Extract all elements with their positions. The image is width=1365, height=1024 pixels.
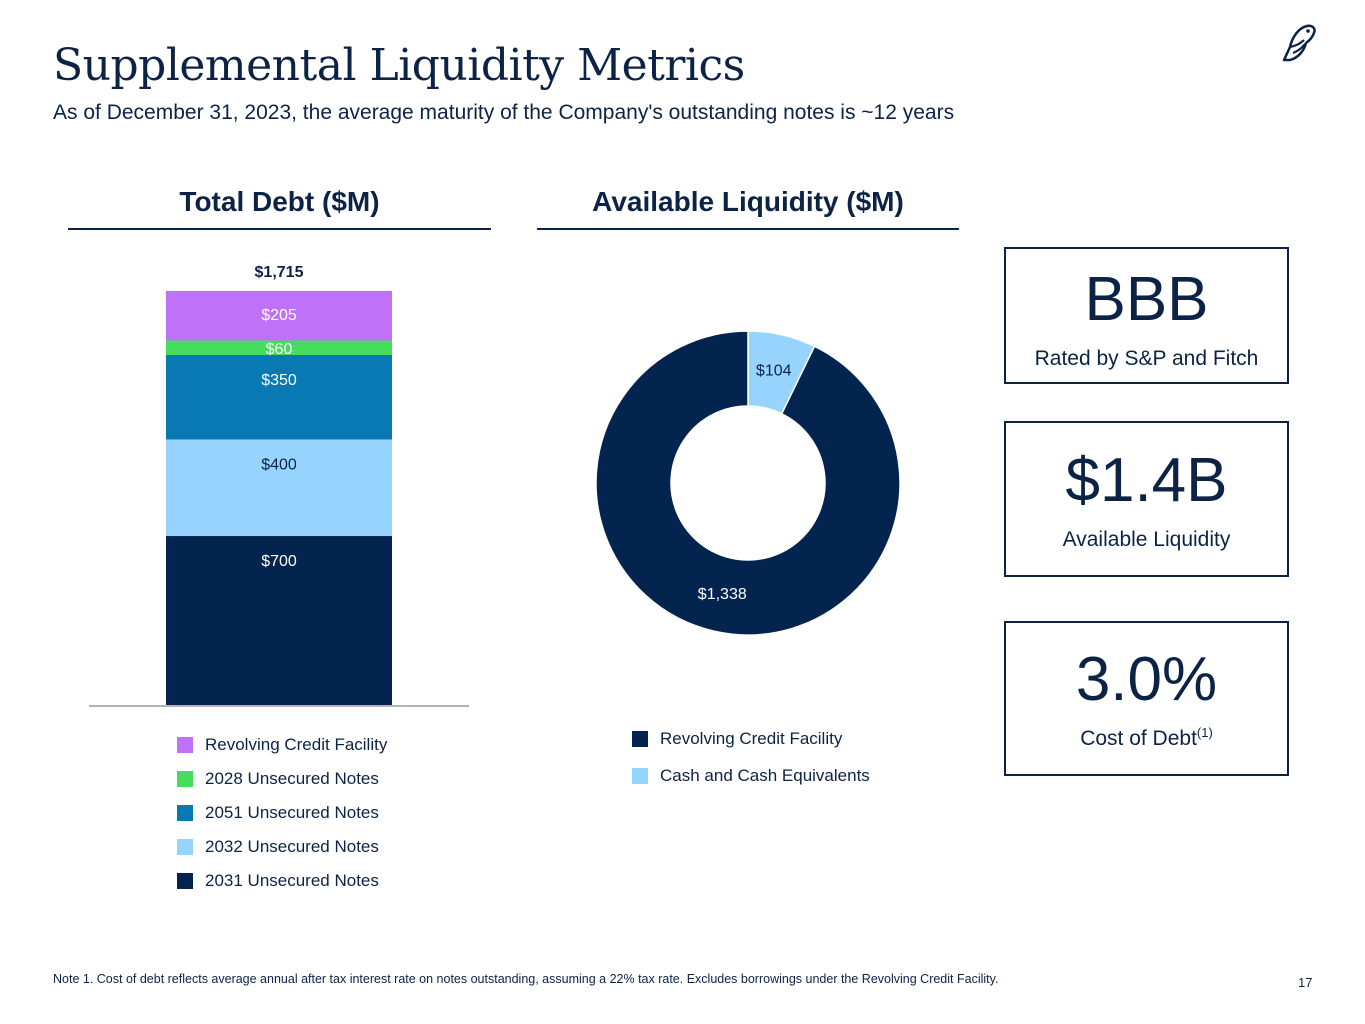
- bar-segment: [166, 340, 392, 355]
- legend-label: Cash and Cash Equivalents: [660, 765, 870, 785]
- metric-label: Cost of Debt(1): [1006, 725, 1287, 751]
- legend-item: Revolving Credit Facility: [632, 720, 870, 757]
- bar-data-label: $400: [261, 457, 297, 474]
- legend-label: 2031 Unsecured Notes: [205, 871, 379, 890]
- legend-swatch: [177, 771, 193, 787]
- page-number: 17: [1298, 975, 1313, 990]
- bar-data-label: $205: [261, 307, 297, 324]
- bar-segment: [166, 536, 392, 705]
- bar-total-label: $1,715: [255, 264, 304, 281]
- available-liquidity-legend: Revolving Credit Facility Cash and Cash …: [632, 720, 870, 794]
- donut-data-label: $1,338: [698, 586, 747, 603]
- available-liquidity-title: Available Liquidity ($M): [592, 186, 904, 217]
- legend-label: Revolving Credit Facility: [205, 735, 388, 754]
- available-liquidity-card: $1.4B Available Liquidity: [1004, 421, 1289, 577]
- available-liquidity-divider: [537, 228, 959, 230]
- legend-item: Cash and Cash Equivalents: [632, 757, 870, 794]
- total-debt-divider: [68, 228, 491, 230]
- legend-item: 2032 Unsecured Notes: [177, 830, 387, 864]
- bar-data-label: $700: [261, 553, 297, 570]
- metric-label-text: Cost of Debt: [1080, 727, 1197, 750]
- metric-value: $1.4B: [1065, 446, 1228, 515]
- page-title: Supplemental Liquidity Metrics: [53, 40, 745, 91]
- legend-swatch: [177, 873, 193, 889]
- total-debt-bar-chart: $700 $400 $350 $60 $205 $1,715: [89, 264, 469, 707]
- metric-value: BBB: [1084, 265, 1209, 334]
- legend-item: 2051 Unsecured Notes: [177, 796, 387, 830]
- legend-item: 2031 Unsecured Notes: [177, 864, 387, 898]
- donut-slice: [595, 330, 901, 636]
- bird-logo-icon: [1282, 24, 1316, 62]
- donut-data-label: $104: [756, 363, 792, 380]
- bar-segment: [166, 291, 392, 341]
- footnote-marker: (1): [1196, 725, 1213, 740]
- bar-segment: [166, 354, 392, 440]
- metric-value: 3.0%: [1075, 645, 1218, 714]
- bar-segment: [166, 439, 392, 537]
- bar-data-label: $60: [266, 341, 293, 358]
- cost-of-debt-card: 3.0% Cost of Debt(1): [1004, 621, 1289, 776]
- metric-label: Available Liquidity: [1062, 528, 1231, 551]
- total-debt-legend: Revolving Credit Facility 2028 Unsecured…: [177, 728, 387, 898]
- bar-data-label: $350: [261, 372, 297, 389]
- legend-swatch: [177, 805, 193, 821]
- legend-swatch: [632, 767, 648, 784]
- legend-label: 2051 Unsecured Notes: [205, 803, 379, 822]
- legend-item: 2028 Unsecured Notes: [177, 762, 387, 796]
- page-subtitle: As of December 31, 2023, the average mat…: [53, 101, 955, 124]
- footnote: Note 1. Cost of debt reflects average an…: [53, 972, 999, 986]
- legend-item: Revolving Credit Facility: [177, 728, 387, 762]
- total-debt-title: Total Debt ($M): [179, 186, 380, 217]
- legend-label: 2028 Unsecured Notes: [205, 769, 379, 788]
- metric-label: Rated by S&P and Fitch: [1034, 347, 1259, 370]
- credit-rating-card: BBB Rated by S&P and Fitch: [1004, 247, 1289, 384]
- legend-swatch: [177, 839, 193, 855]
- legend-swatch: [177, 737, 193, 753]
- available-liquidity-donut-chart: $104 $1,338: [595, 330, 901, 636]
- legend-swatch: [632, 730, 648, 747]
- legend-label: 2032 Unsecured Notes: [205, 837, 379, 856]
- legend-label: Revolving Credit Facility: [660, 728, 843, 748]
